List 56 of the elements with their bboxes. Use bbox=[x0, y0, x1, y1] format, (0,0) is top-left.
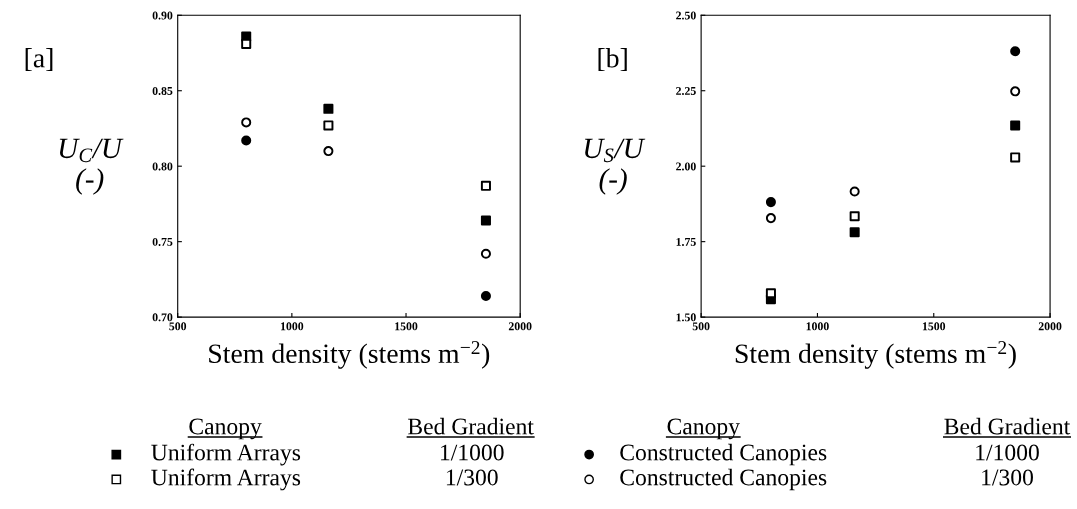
point bbox=[849, 211, 860, 222]
text: 1/1000 bbox=[441, 444, 504, 461]
x-tick-label: 500 bbox=[169, 322, 187, 331]
point bbox=[241, 135, 252, 146]
x-tick-label: 1500 bbox=[395, 322, 418, 331]
x-tick-label: 1000 bbox=[806, 322, 829, 331]
legend-label: Uniform Arrays bbox=[151, 443, 301, 466]
x-tick-label: 500 bbox=[692, 322, 710, 331]
y-tick-label: 0.85 bbox=[152, 86, 173, 95]
text: Bed Gradient bbox=[408, 417, 534, 435]
x-tick-label: 2000 bbox=[508, 322, 532, 331]
y-tick-label: 0.75 bbox=[152, 237, 173, 246]
point bbox=[1010, 120, 1021, 131]
point bbox=[765, 288, 776, 299]
legend-label: Constructed Canopies bbox=[620, 443, 827, 466]
legend-label: Uniform Arrays bbox=[151, 468, 301, 491]
point bbox=[480, 248, 491, 259]
y-tick-label: 1.50 bbox=[676, 313, 696, 322]
x-tick-label: 1000 bbox=[281, 322, 304, 331]
y-tick-label: 0.80 bbox=[152, 162, 173, 171]
y-tick-label: 1.75 bbox=[676, 237, 696, 246]
text: 1/300 bbox=[446, 469, 498, 486]
point bbox=[480, 215, 491, 226]
text: Canopy bbox=[667, 418, 740, 440]
point bbox=[765, 213, 776, 224]
x-axis-title: Stem density (stems m$^{−2}$) bbox=[209, 341, 490, 369]
legend-label: Constructed Canopies bbox=[620, 468, 827, 491]
text: Bed Gradient bbox=[944, 417, 1071, 435]
x-axis-title: Stem density (stems m$^{−2}$) bbox=[735, 341, 1016, 369]
point bbox=[1010, 152, 1021, 163]
point bbox=[1010, 86, 1021, 97]
text: 1/300 bbox=[982, 469, 1033, 486]
point bbox=[765, 197, 776, 208]
x-tick-label: 2000 bbox=[1038, 322, 1062, 331]
point bbox=[241, 38, 252, 49]
x-tick-label: 1500 bbox=[922, 322, 946, 331]
point bbox=[241, 117, 252, 128]
y-axis-title: U$_{S}$/U (-) bbox=[585, 138, 646, 195]
y-tick-label: 2.00 bbox=[676, 162, 696, 171]
y-tick-label: 0.90 bbox=[152, 11, 173, 20]
point bbox=[849, 186, 860, 197]
text: Canopy bbox=[189, 418, 262, 440]
y-tick-label: 2.50 bbox=[676, 11, 696, 20]
y-tick-label: 2.25 bbox=[676, 87, 696, 95]
text: 1/1000 bbox=[976, 444, 1039, 461]
point bbox=[323, 103, 334, 114]
point bbox=[323, 146, 334, 157]
y-tick-label: 0.70 bbox=[152, 313, 173, 322]
point bbox=[480, 290, 491, 301]
point bbox=[849, 227, 860, 238]
point bbox=[323, 120, 334, 131]
point bbox=[480, 180, 491, 191]
text: [a] bbox=[25, 48, 53, 72]
text: [b] bbox=[598, 48, 627, 72]
y-axis-title: U$_{C}$/U (-) bbox=[59, 138, 124, 195]
point bbox=[1010, 46, 1021, 57]
